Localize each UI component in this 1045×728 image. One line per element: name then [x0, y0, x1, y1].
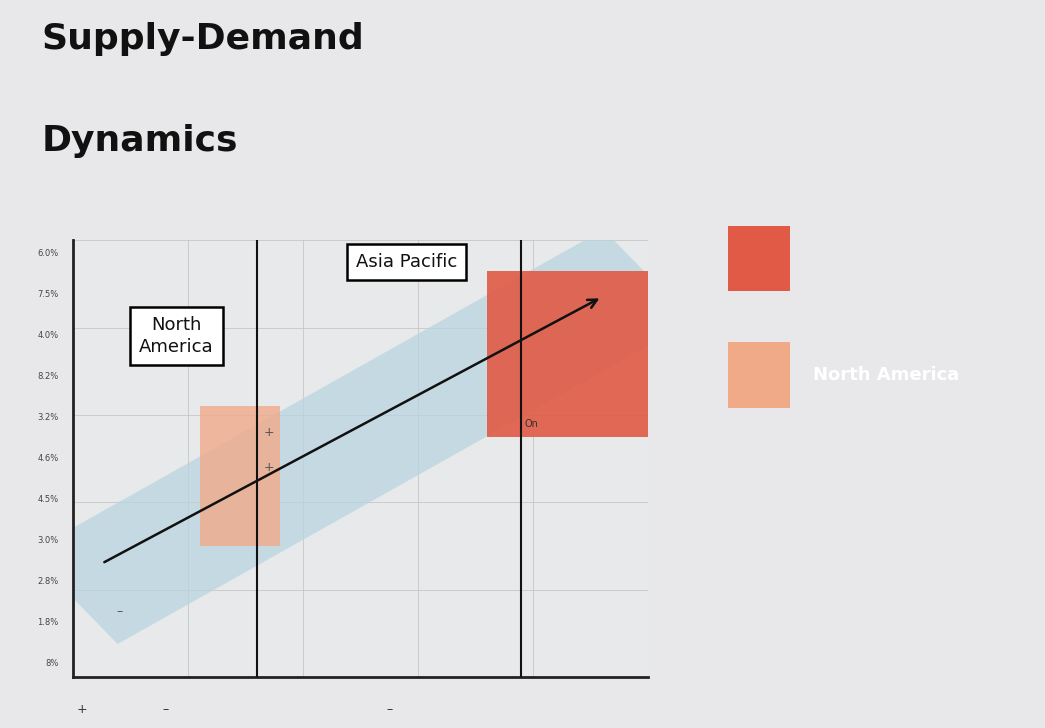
Text: 7.5%: 7.5% [38, 290, 59, 299]
Text: North America: North America [813, 366, 959, 384]
Text: 4.5%: 4.5% [38, 495, 59, 505]
Text: 6.0%: 6.0% [38, 249, 59, 258]
Text: –: – [162, 703, 168, 716]
Bar [728, 226, 790, 291]
Text: 2.8%: 2.8% [38, 577, 59, 586]
Bar [487, 271, 648, 437]
Text: On: On [525, 419, 538, 429]
Text: 4.6%: 4.6% [38, 454, 59, 463]
Text: 8.2%: 8.2% [38, 372, 59, 381]
Text: –: – [387, 703, 392, 716]
Text: Asia Pacific: Asia Pacific [356, 253, 457, 271]
Text: 1.8%: 1.8% [38, 618, 59, 628]
Text: –: – [116, 605, 122, 618]
Text: 3.2%: 3.2% [38, 413, 59, 422]
Text: North
America: North America [139, 316, 214, 357]
Text: +: + [76, 703, 87, 716]
Text: 3.0%: 3.0% [38, 537, 59, 545]
Text: Supply-Demand: Supply-Demand [42, 22, 365, 56]
Text: +: + [263, 461, 274, 474]
Text: +: + [263, 426, 274, 439]
Bar [200, 406, 280, 546]
Polygon shape [28, 229, 693, 644]
Bar [728, 342, 790, 408]
Text: Dynamics: Dynamics [42, 124, 238, 158]
Text: 4.0%: 4.0% [38, 331, 59, 340]
Text: 8%: 8% [45, 660, 59, 668]
